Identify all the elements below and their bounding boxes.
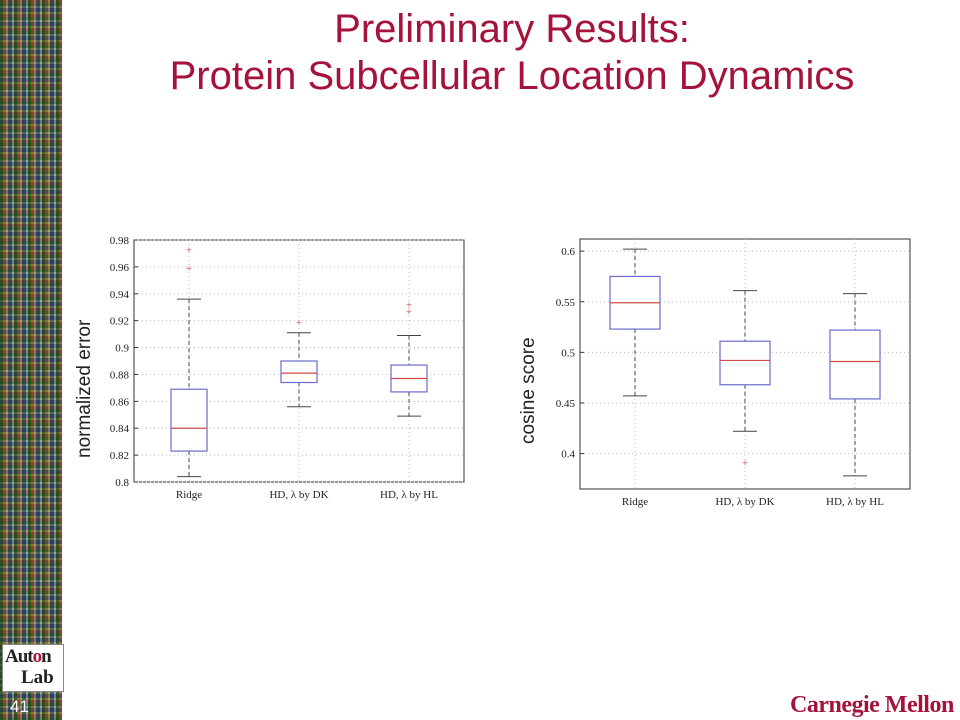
slide-title: Preliminary Results: Protein Subcellular… [64,6,960,100]
carnegie-mellon-logo: Carnegie Mellon [790,692,954,718]
y-tick-label: 0.5 [561,347,575,359]
y-tick-label: 0.6 [561,246,575,258]
y-tick-label: 0.84 [110,423,130,435]
chart1-ylabel: normalized error [74,319,95,458]
title-line-2: Protein Subcellular Location Dynamics [169,54,855,98]
x-tick-label: HD, λ by HL [826,496,884,508]
y-tick-label: 0.96 [110,262,130,274]
y-tick-label: 0.88 [110,369,130,381]
box [829,329,881,400]
outlier-point: + [742,458,748,470]
title-line-1: Preliminary Results: [334,7,690,51]
y-tick-label: 0.45 [556,398,576,410]
x-tick-label: HD, λ by DK [269,489,328,501]
y-tick-label: 0.92 [110,316,129,328]
y-tick-label: 0.55 [556,297,576,309]
y-tick-label: 0.94 [110,289,130,301]
y-tick-label: 0.82 [110,450,129,462]
outlier-point: + [406,300,412,312]
y-tick-label: 0.9 [115,343,129,355]
page-number: 41 [10,697,29,716]
chart-cosine-score: 0.4 0.45 0.5 0.55 0.6 Ridge HD, λ by DK + HD, λ … [556,238,911,508]
outlier-point: + [186,263,192,275]
x-tick-label: HD, λ by DK [715,496,774,508]
chart-normalized-error: 0.8 0.82 0.84 0.86 0.88 0.9 0.92 0.94 0.96 0.98 Ri… [110,235,465,501]
x-tick-label: Ridge [622,496,648,508]
outlier-point: + [296,317,302,329]
y-tick-label: 0.98 [110,235,130,247]
plaid-sidebar [0,0,62,720]
y-tick-label: 0.86 [110,396,130,408]
x-tick-label: HD, λ by HL [380,489,438,501]
outlier-point: + [186,244,192,256]
y-tick-label: 0.8 [115,477,129,489]
x-tick-label: Ridge [176,489,202,501]
box [719,340,771,386]
y-tick-label: 0.4 [561,449,575,461]
chart2-ylabel: cosine score [518,337,539,444]
box [280,360,318,384]
auton-lab-logo: Auton Lab [2,644,64,692]
outlier-point: + [406,306,412,318]
box [170,388,208,452]
